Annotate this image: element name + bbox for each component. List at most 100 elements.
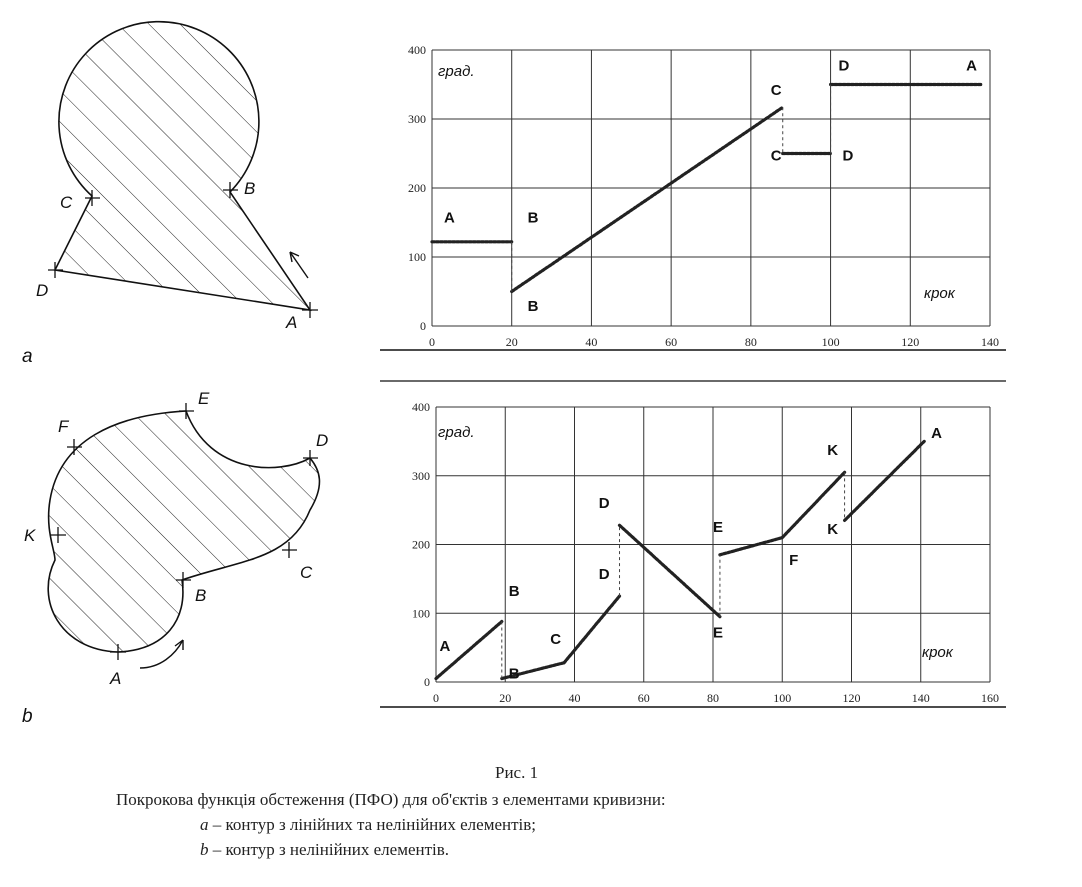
chart-a-xlabel: крок [924, 285, 956, 302]
chart-a-ylabel: град. [438, 63, 475, 80]
chart-b-segment-E-F-4 [718, 535, 784, 557]
chart-a-xtick-3: 60 [665, 335, 677, 349]
chart-a-segment-B-C-1 [510, 105, 785, 294]
shape-b-label-k: K [24, 526, 36, 545]
shape-b-label-a: A [109, 669, 121, 688]
shape-a-label-a: A [285, 313, 297, 332]
direction-arrow-a [289, 251, 309, 279]
chart-b-ytick-1: 100 [412, 606, 430, 620]
figure-caption-b: b – контур з нелінійних елементів. [200, 840, 449, 860]
chart-b-xtick-5: 100 [773, 691, 791, 705]
chart-b-xtick-2: 40 [569, 691, 581, 705]
chart-b-xtick-4: 80 [707, 691, 719, 705]
chart-b-point-label-3: C [550, 631, 561, 648]
chart-a-ytick-1: 100 [408, 250, 426, 264]
chart-b-segment-C-D-2 [562, 594, 622, 665]
panel-a-sublabel: a [22, 346, 33, 367]
shape-a-label-d: D [36, 281, 48, 300]
shape-a-markers [48, 182, 318, 318]
figure-caption-a: a – контур з лінійних та нелінійних елем… [200, 815, 536, 835]
chart-b-point-label-1: B [509, 583, 520, 600]
chart-a-xtick-6: 120 [901, 335, 919, 349]
chart-b-ylabel: град. [438, 424, 475, 441]
chart-b-grid [435, 406, 991, 683]
caption-b-text: – контур з нелінійних елементів. [208, 840, 450, 859]
chart-b-point-label-6: E [713, 624, 723, 641]
chart-b-ticks: 0 20 40 60 80 100 120 140 160 0 100 200 300 400 [412, 400, 999, 705]
chart-a-ytick-4: 400 [408, 43, 426, 57]
chart-a-ytick-3: 300 [408, 112, 426, 126]
chart-b-segment-B-C-1 [500, 661, 566, 681]
direction-arrowhead-b [174, 639, 184, 650]
shape-b-label-b: B [195, 586, 206, 605]
chart-b-xtick-1: 20 [499, 691, 511, 705]
chart-a-point-label-5: D [843, 147, 854, 164]
chart-a-xtick-0: 0 [429, 335, 435, 349]
chart-a-point-label-2: B [528, 298, 539, 315]
chart-a-ytick-2: 200 [408, 181, 426, 195]
chart-b: 0 20 40 60 80 100 120 140 160 0 100 200 300 400 A B B C D… [380, 400, 1006, 708]
caption-b-letter: b [200, 840, 209, 859]
chart-b-point-label-4: D [599, 566, 610, 583]
shape-b-label-e: E [198, 389, 210, 408]
chart-a-point-label-1: B [528, 210, 539, 227]
chart-b-ytick-0: 0 [424, 675, 430, 689]
chart-a-xtick-4: 80 [745, 335, 757, 349]
shape-b-label-f: F [58, 417, 70, 436]
chart-b-segment-A-B-0 [434, 619, 504, 681]
shape-b-markers [51, 403, 318, 660]
direction-arrowhead-a [289, 251, 300, 263]
chart-a-xtick-1: 20 [506, 335, 518, 349]
chart-b-segment-D-E-3 [617, 523, 722, 619]
chart-b-point-label-9: K [827, 442, 838, 459]
chart-b-ytick-3: 300 [412, 469, 430, 483]
shape-a-label-c: C [60, 193, 73, 212]
chart-b-point-label-8: F [789, 552, 798, 569]
shape-b: E F D K C B A b [22, 389, 328, 727]
chart-b-point-label-11: A [931, 425, 942, 442]
chart-a-point-label-6: D [839, 58, 850, 75]
chart-a-point-label-0: A [444, 210, 455, 227]
chart-b-xtick-6: 120 [843, 691, 861, 705]
chart-a-point-label-4: C [771, 147, 782, 164]
chart-b-point-label-10: K [827, 521, 838, 538]
chart-b-segment-K-A-6 [842, 439, 926, 523]
chart-b-segment-F-K-5 [780, 470, 847, 540]
chart-a-annotations: A B B C C D D A [444, 58, 977, 315]
chart-b-point-label-2: B [509, 666, 520, 683]
figure-caption-title: Рис. 1 [495, 763, 539, 782]
chart-b-ytick-2: 200 [412, 538, 430, 552]
chart-b-ytick-4: 400 [412, 400, 430, 414]
chart-a-xtick-5: 100 [822, 335, 840, 349]
chart-b-point-label-0: A [439, 638, 450, 655]
shape-b-label-d: D [316, 431, 328, 450]
panel-b-sublabel: b [22, 706, 33, 727]
direction-arrow-b [139, 639, 184, 669]
chart-a-ytick-0: 0 [420, 319, 426, 333]
caption-a-text: – контур з лінійних та нелінійних елемен… [208, 815, 537, 834]
chart-b-xtick-7: 140 [912, 691, 930, 705]
chart-b-marks [434, 439, 926, 681]
caption-a-letter: a [200, 815, 209, 834]
chart-b-xtick-0: 0 [433, 691, 439, 705]
chart-b-xtick-3: 60 [638, 691, 650, 705]
shape-a-outline [53, 20, 312, 312]
chart-a-point-label-7: A [966, 58, 977, 75]
shape-b-outline [47, 410, 321, 653]
shape-a: C B D A a [22, 20, 318, 367]
chart-a-xtick-2: 40 [585, 335, 597, 349]
figure-caption-main: Покрокова функція обстеження (ПФО) для о… [116, 790, 666, 809]
chart-b-point-label-7: E [713, 519, 723, 536]
chart-a-ticks: 0 20 40 60 80 100 120 140 0 100 200 300 400 [408, 43, 999, 349]
chart-b-xtick-8: 160 [981, 691, 999, 705]
chart-a-grid [431, 49, 991, 327]
chart-b-point-label-5: D [599, 495, 610, 512]
chart-b-xlabel: крок [922, 644, 954, 661]
chart-a-xtick-7: 140 [981, 335, 999, 349]
chart-a-marks [430, 82, 984, 294]
chart-a-point-label-3: C [771, 82, 782, 99]
chart-b-annotations: A B B C D D E E F K K A [439, 425, 942, 683]
shape-a-label-b: B [244, 179, 255, 198]
